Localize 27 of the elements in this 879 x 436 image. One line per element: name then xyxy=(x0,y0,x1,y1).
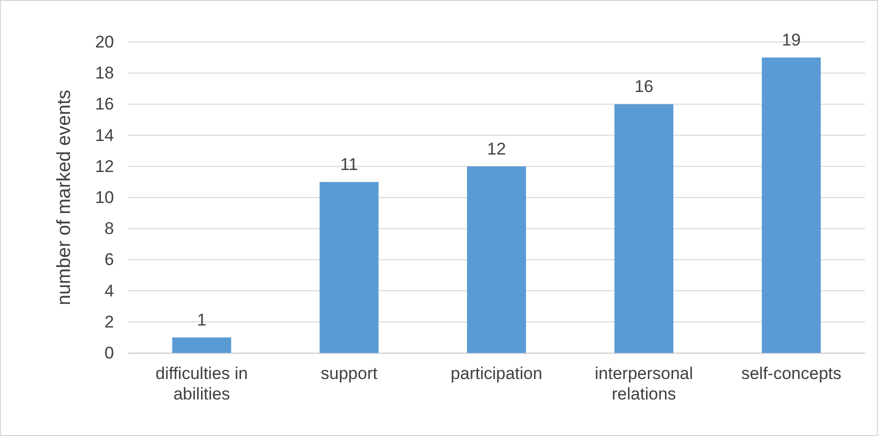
data-label: 12 xyxy=(487,139,506,158)
bar xyxy=(172,337,232,353)
x-tick-label: difficulties in abilities xyxy=(156,364,248,404)
x-tick-label: participation xyxy=(450,364,542,384)
y-tick-label: 20 xyxy=(95,32,114,52)
x-tick-label: support xyxy=(320,364,378,384)
y-tick-label: 12 xyxy=(95,156,114,176)
bar xyxy=(320,182,379,353)
y-tick-label: 8 xyxy=(104,219,114,238)
y-tick-label: 6 xyxy=(104,250,114,270)
y-tick-label: 16 xyxy=(95,94,114,114)
bar xyxy=(762,58,821,353)
data-label: 11 xyxy=(340,154,358,174)
x-tick-label: interpersonal relations xyxy=(594,364,694,404)
data-label: 1 xyxy=(196,310,206,330)
bar xyxy=(467,166,526,353)
y-tick-label: 0 xyxy=(104,343,114,362)
data-label: 16 xyxy=(634,77,654,96)
y-tick-label: 14 xyxy=(95,126,114,145)
data-label: 19 xyxy=(782,30,801,50)
y-tick-label: 4 xyxy=(104,281,114,300)
y-tick-label: 10 xyxy=(95,188,114,207)
x-tick-label: self-concepts xyxy=(741,364,842,384)
y-tick-label: 2 xyxy=(104,312,114,332)
y-tick-label: 18 xyxy=(95,64,114,83)
bar xyxy=(614,104,674,353)
y-axis-title: number of marked events xyxy=(54,90,75,306)
